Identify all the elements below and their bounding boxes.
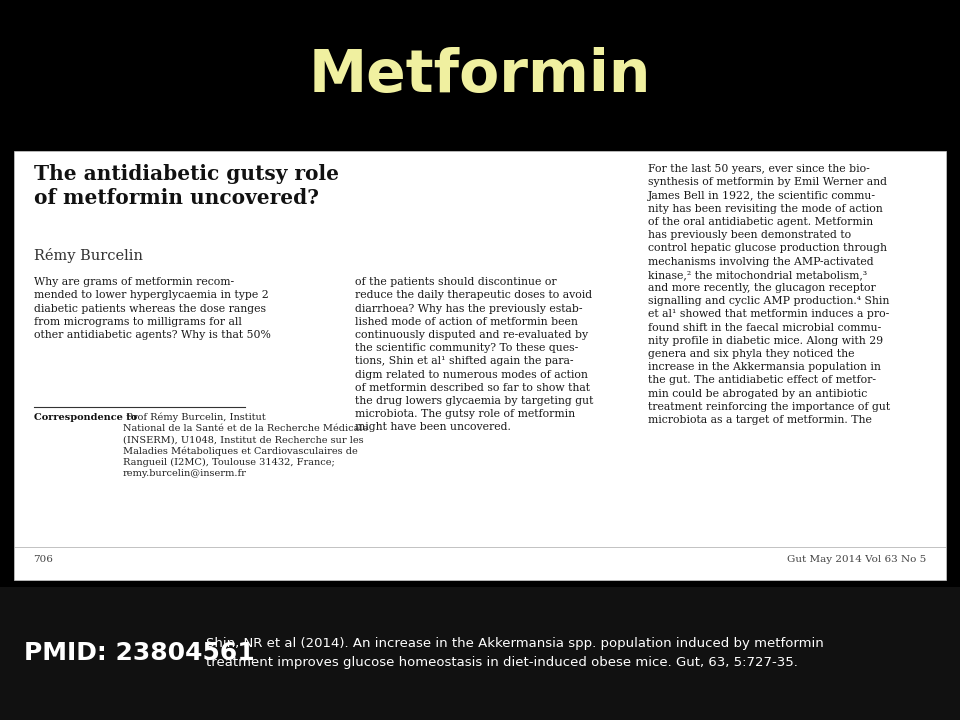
Text: PMID: 23804561: PMID: 23804561 [24, 642, 254, 665]
Text: of the patients should discontinue or
reduce the daily therapeutic doses to avoi: of the patients should discontinue or re… [355, 277, 593, 433]
Text: Rémy Burcelin: Rémy Burcelin [34, 248, 143, 264]
FancyBboxPatch shape [14, 151, 946, 580]
Text: Why are grams of metformin recom-
mended to lower hyperglycaemia in type 2
diabe: Why are grams of metformin recom- mended… [34, 277, 271, 340]
Text: Metformin: Metformin [309, 47, 651, 104]
Text: Gut May 2014 Vol 63 No 5: Gut May 2014 Vol 63 No 5 [787, 555, 926, 564]
Text: Shin, NR et al (2014). An increase in the Akkermansia spp. population induced by: Shin, NR et al (2014). An increase in th… [206, 637, 824, 670]
Text: Prof Rémy Burcelin, Institut
National de la Santé et de la Recherche Médicale
(I: Prof Rémy Burcelin, Institut National de… [123, 413, 368, 478]
Text: The antidiabetic gutsy role
of metformin uncovered?: The antidiabetic gutsy role of metformin… [34, 164, 339, 208]
FancyBboxPatch shape [0, 587, 960, 720]
Text: Correspondence to: Correspondence to [34, 413, 137, 421]
Text: 706: 706 [34, 555, 54, 564]
Text: For the last 50 years, ever since the bio-
synthesis of metformin by Emil Werner: For the last 50 years, ever since the bi… [648, 164, 890, 425]
